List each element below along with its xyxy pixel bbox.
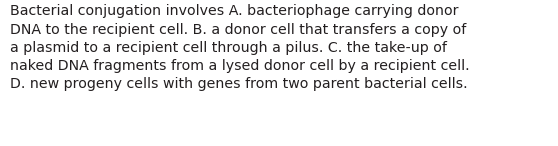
Text: Bacterial conjugation involves A. bacteriophage carrying donor
DNA to the recipi: Bacterial conjugation involves A. bacter… [10, 4, 470, 91]
